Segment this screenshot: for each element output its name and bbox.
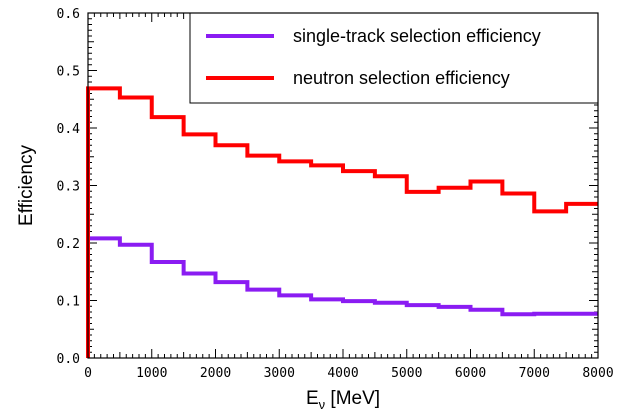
y-tick-label: 0.3	[57, 180, 80, 195]
x-tick-label: 4000	[327, 366, 358, 381]
x-tick-label: 0	[84, 366, 92, 381]
y-tick-label: 0.4	[57, 122, 81, 137]
y-tick-label: 0.6	[57, 7, 80, 22]
y-tick-label: 0.2	[57, 237, 80, 252]
x-tick-label: 8000	[582, 366, 613, 381]
series-line-neutron	[86, 86, 598, 358]
x-axis-label-main: E	[306, 388, 319, 409]
x-tick-label: 1000	[136, 366, 167, 381]
legend: single-track selection efficiency neutron…	[189, 12, 599, 104]
x-tick-label: 3000	[264, 366, 295, 381]
legend-label-single-track: single-track selection efficiency	[293, 26, 541, 46]
series-line-single-track	[86, 236, 598, 358]
series-layer	[86, 86, 598, 358]
x-axis-label-unit: [MeV]	[325, 388, 380, 409]
x-axis-label-subscript: ν	[319, 397, 326, 412]
y-tick-label: 0.5	[57, 65, 80, 80]
x-tick-label: 6000	[455, 366, 486, 381]
x-tick-label: 5000	[391, 366, 422, 381]
x-tick-label: 2000	[200, 366, 231, 381]
x-tick-label: 7000	[519, 366, 550, 381]
y-axis-label: Efficiency	[16, 145, 37, 226]
tick-labels: 0 1000 2000 3000 4000 5000 6000 7000 8000 0.0 0.1 0…	[57, 7, 614, 381]
legend-label-neutron: neutron selection efficiency	[293, 68, 510, 88]
x-axis-label: Eν [MeV]	[306, 388, 380, 412]
y-tick-label: 0.0	[57, 352, 80, 367]
y-tick-label: 0.1	[57, 295, 80, 310]
plot-frame	[87, 12, 599, 359]
